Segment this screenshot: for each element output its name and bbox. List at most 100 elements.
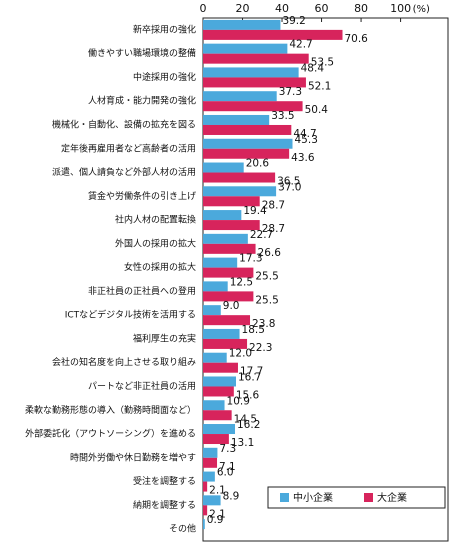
y-tick-label: 機械化・自動化、設備の拡充を図る <box>52 118 196 130</box>
value-label: 22.7 <box>250 229 273 241</box>
bar <box>203 77 306 88</box>
value-label: 37.3 <box>279 86 302 98</box>
y-tick-label: 人材育成・能力開発の強化 <box>88 95 196 107</box>
bar <box>203 29 343 40</box>
bar <box>203 172 276 183</box>
legend-swatch <box>364 493 373 502</box>
bar <box>203 434 229 445</box>
bar <box>203 101 303 112</box>
bar <box>203 267 254 278</box>
bar <box>203 352 227 363</box>
value-label: 15.6 <box>236 389 260 401</box>
y-tick-label: 働きやすい職場環境の整備 <box>88 47 196 59</box>
y-tick-label: 女性の採用の拡大 <box>124 261 196 273</box>
value-label: 17.3 <box>239 253 262 265</box>
bar <box>203 386 234 397</box>
value-label: 12.5 <box>230 276 253 288</box>
value-label: 13.1 <box>231 437 254 449</box>
y-tick-label: 時間外労働や休日勤務を増やす <box>70 451 196 463</box>
value-label: 28.7 <box>262 223 285 235</box>
legend-label: 大企業 <box>377 491 407 504</box>
value-label: 39.2 <box>282 15 305 27</box>
bar <box>203 67 299 78</box>
bar <box>203 505 208 516</box>
x-tick-label: 60 <box>315 2 329 15</box>
value-label: 2.1 <box>209 485 226 497</box>
bar <box>203 233 248 244</box>
value-label: 25.5 <box>255 294 278 306</box>
value-label: 18.5 <box>242 324 265 336</box>
x-tick-label: 40 <box>275 2 289 15</box>
value-label: 0.9 <box>207 514 224 526</box>
bar <box>203 19 281 30</box>
value-label: 70.6 <box>344 33 368 45</box>
x-tick-label: 100 <box>390 2 411 15</box>
value-label: 16.7 <box>238 371 261 383</box>
bar <box>203 519 205 530</box>
y-tick-label: 新卒採用の強化 <box>133 23 196 35</box>
legend-swatch <box>280 493 289 502</box>
bar <box>203 91 277 102</box>
value-label: 8.9 <box>223 490 240 502</box>
legend-label: 中小企業 <box>293 491 333 504</box>
y-tick-label: ICTなどデジタル技術を活用する <box>65 309 196 321</box>
bar <box>203 148 290 159</box>
bar <box>203 162 244 173</box>
y-tick-label: 納期を調整する <box>133 499 196 511</box>
bar <box>203 186 277 197</box>
value-label: 23.8 <box>252 318 275 330</box>
value-label: 26.6 <box>258 247 282 259</box>
value-label: 19.4 <box>243 205 267 217</box>
bar <box>203 138 293 149</box>
value-label: 6.0 <box>217 467 234 479</box>
y-tick-label: 派遣、個人請負など外部人材の活用 <box>52 166 196 178</box>
bar <box>203 114 270 125</box>
value-label: 43.6 <box>291 152 315 164</box>
value-label: 20.6 <box>246 158 270 170</box>
bar <box>203 315 251 326</box>
value-label: 33.5 <box>271 110 294 122</box>
bar <box>203 495 221 506</box>
bar <box>203 243 256 254</box>
bar <box>203 196 260 207</box>
value-label: 42.7 <box>289 39 312 51</box>
bar <box>203 410 232 421</box>
bar <box>203 210 242 221</box>
value-label: 28.7 <box>262 199 285 211</box>
value-label: 52.1 <box>308 80 331 92</box>
bar <box>203 257 238 268</box>
value-label: 50.4 <box>305 104 329 116</box>
bar <box>203 481 208 492</box>
y-tick-label: 柔軟な勤務形態の導入（勤務時間面など） <box>25 404 196 416</box>
value-label: 2.1 <box>209 508 226 520</box>
value-label: 45.3 <box>295 134 318 146</box>
value-label: 14.5 <box>234 413 257 425</box>
bar <box>203 457 218 468</box>
value-label: 25.5 <box>255 271 278 283</box>
legend-box <box>267 486 446 509</box>
bar <box>203 124 292 135</box>
y-tick-label: その他 <box>169 523 196 535</box>
bar <box>203 338 248 349</box>
bar <box>203 424 236 435</box>
bar <box>203 53 309 64</box>
value-label: 44.7 <box>293 128 316 140</box>
value-label: 37.0 <box>278 181 301 193</box>
bar <box>203 328 240 339</box>
value-label: 10.9 <box>227 395 250 407</box>
value-label: 7.1 <box>219 461 236 473</box>
bar <box>203 362 238 373</box>
value-label: 17.7 <box>240 366 263 378</box>
y-tick-label: 社内人材の配置転換 <box>115 214 196 226</box>
value-label: 7.3 <box>219 443 236 455</box>
y-tick-label: 中途採用の強化 <box>133 71 196 83</box>
y-tick-label: 賃金や労働条件の引き上げ <box>88 190 196 202</box>
value-label: 53.5 <box>311 57 334 69</box>
bar <box>203 400 225 411</box>
value-label: 12.0 <box>229 348 252 360</box>
value-label: 36.5 <box>277 176 300 188</box>
y-tick-label: 非正社員の正社員への登用 <box>88 285 196 297</box>
bar <box>203 305 221 316</box>
bar <box>203 281 228 292</box>
